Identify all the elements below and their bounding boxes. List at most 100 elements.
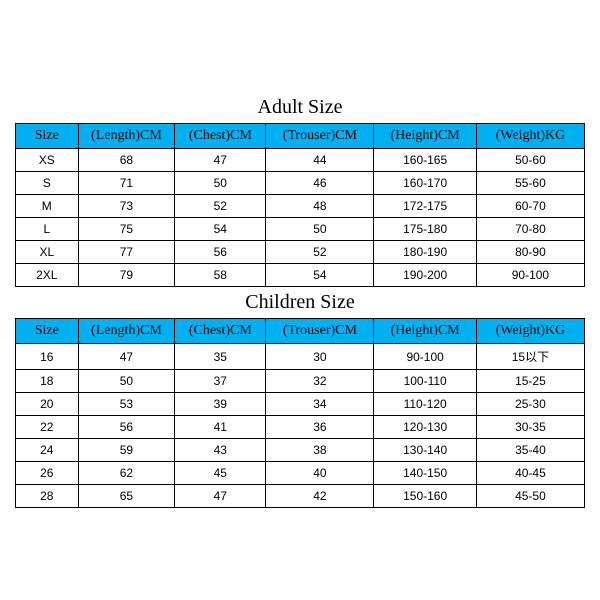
cell: 100-110 [374, 370, 476, 393]
cell: 15以下 [476, 344, 584, 370]
adult-size-table: Size (Length)CM (Chest)CM (Trouser)CM (H… [15, 123, 585, 287]
col-length: (Length)CM [78, 124, 175, 149]
cell: 59 [78, 439, 175, 462]
cell: 48 [266, 195, 374, 218]
col-size: Size [16, 124, 79, 149]
cell: 15-25 [476, 370, 584, 393]
children-title: Children Size [15, 287, 585, 318]
cell: S [16, 172, 79, 195]
cell: 47 [175, 149, 266, 172]
cell: 75 [78, 218, 175, 241]
cell: 58 [175, 264, 266, 287]
table-header-row: Size (Length)CM (Chest)CM (Trouser)CM (H… [16, 124, 585, 149]
cell: 53 [78, 393, 175, 416]
table-row: 2XL795854190-20090-100 [16, 264, 585, 287]
cell: 46 [266, 172, 374, 195]
cell: 24 [16, 439, 79, 462]
cell: 130-140 [374, 439, 476, 462]
col-chest: (Chest)CM [175, 124, 266, 149]
table-row: M735248172-17560-70 [16, 195, 585, 218]
cell: 172-175 [374, 195, 476, 218]
cell: 30-35 [476, 416, 584, 439]
cell: M [16, 195, 79, 218]
cell: 40-45 [476, 462, 584, 485]
table-row: XS684744160-16550-60 [16, 149, 585, 172]
cell: 140-150 [374, 462, 476, 485]
size-chart-container: Adult Size Size (Length)CM (Chest)CM (Tr… [15, 92, 585, 508]
col-trouser: (Trouser)CM [266, 319, 374, 344]
table-row: 1647353090-10015以下 [16, 344, 585, 370]
cell: 30 [266, 344, 374, 370]
col-trouser: (Trouser)CM [266, 124, 374, 149]
cell: 80-90 [476, 241, 584, 264]
cell: 52 [266, 241, 374, 264]
cell: 50 [175, 172, 266, 195]
cell: 52 [175, 195, 266, 218]
cell: 34 [266, 393, 374, 416]
cell: 110-120 [374, 393, 476, 416]
cell: 47 [78, 344, 175, 370]
table-row: 24594338130-14035-40 [16, 439, 585, 462]
cell: XL [16, 241, 79, 264]
cell: 54 [266, 264, 374, 287]
cell: 160-170 [374, 172, 476, 195]
cell: 35-40 [476, 439, 584, 462]
cell: 71 [78, 172, 175, 195]
table-row: 28654742150-16045-50 [16, 485, 585, 508]
cell: 2XL [16, 264, 79, 287]
table-row: S715046160-17055-60 [16, 172, 585, 195]
cell: 43 [175, 439, 266, 462]
table-header-row: Size (Length)CM (Chest)CM (Trouser)CM (H… [16, 319, 585, 344]
cell: 42 [266, 485, 374, 508]
col-weight: (Weight)KG [476, 319, 584, 344]
cell: 70-80 [476, 218, 584, 241]
cell: 44 [266, 149, 374, 172]
cell: L [16, 218, 79, 241]
cell: 32 [266, 370, 374, 393]
cell: 90-100 [374, 344, 476, 370]
cell: 18 [16, 370, 79, 393]
cell: 150-160 [374, 485, 476, 508]
col-length: (Length)CM [78, 319, 175, 344]
cell: 47 [175, 485, 266, 508]
col-chest: (Chest)CM [175, 319, 266, 344]
cell: 190-200 [374, 264, 476, 287]
cell: 36 [266, 416, 374, 439]
table-row: 20533934110-12025-30 [16, 393, 585, 416]
col-weight: (Weight)KG [476, 124, 584, 149]
cell: 50 [266, 218, 374, 241]
cell: 65 [78, 485, 175, 508]
col-size: Size [16, 319, 79, 344]
table-row: XL775652180-19080-90 [16, 241, 585, 264]
table-row: 22564136120-13030-35 [16, 416, 585, 439]
table-row: L755450175-18070-80 [16, 218, 585, 241]
cell: 79 [78, 264, 175, 287]
cell: 120-130 [374, 416, 476, 439]
cell: XS [16, 149, 79, 172]
cell: 90-100 [476, 264, 584, 287]
cell: 56 [175, 241, 266, 264]
cell: 60-70 [476, 195, 584, 218]
cell: 25-30 [476, 393, 584, 416]
adult-title: Adult Size [15, 92, 585, 123]
cell: 175-180 [374, 218, 476, 241]
cell: 22 [16, 416, 79, 439]
cell: 35 [175, 344, 266, 370]
cell: 77 [78, 241, 175, 264]
col-height: (Height)CM [374, 319, 476, 344]
children-size-table: Size (Length)CM (Chest)CM (Trouser)CM (H… [15, 318, 585, 508]
cell: 160-165 [374, 149, 476, 172]
cell: 62 [78, 462, 175, 485]
table-row: 18503732100-11015-25 [16, 370, 585, 393]
cell: 180-190 [374, 241, 476, 264]
cell: 50-60 [476, 149, 584, 172]
cell: 20 [16, 393, 79, 416]
cell: 45 [175, 462, 266, 485]
col-height: (Height)CM [374, 124, 476, 149]
cell: 38 [266, 439, 374, 462]
cell: 40 [266, 462, 374, 485]
cell: 56 [78, 416, 175, 439]
cell: 50 [78, 370, 175, 393]
cell: 73 [78, 195, 175, 218]
cell: 28 [16, 485, 79, 508]
